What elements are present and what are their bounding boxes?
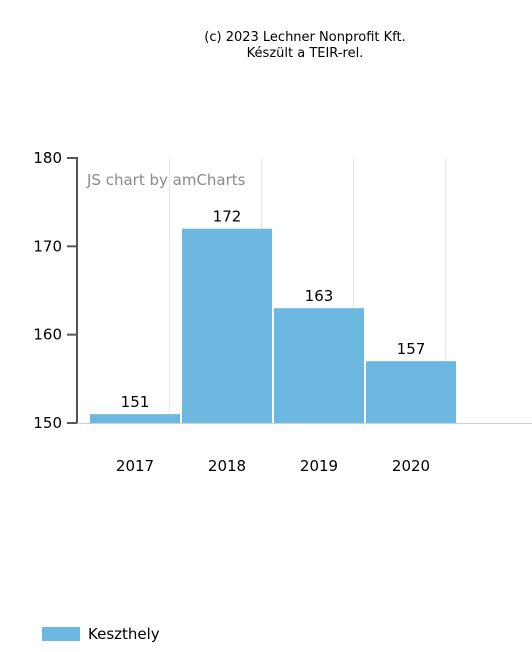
x-tick-label-2020: 2020: [392, 457, 430, 475]
copyright-credit: (c) 2023 Lechner Nonprofit Kft. Készült …: [0, 30, 532, 62]
y-tick-label-160: 160: [33, 326, 62, 344]
credit-line-1: (c) 2023 Lechner Nonprofit Kft.: [204, 30, 406, 45]
y-tick-label-170: 170: [33, 237, 62, 255]
x-axis-ticks: 2017 2018 2019 2020: [116, 457, 430, 475]
data-labels: 151 172 163 157: [121, 208, 426, 411]
bar-2020[interactable]: [366, 361, 456, 423]
bar-2017[interactable]: [90, 414, 180, 423]
legend-swatch: [42, 627, 80, 641]
legend[interactable]: Keszthely: [42, 623, 160, 645]
amcharts-watermark[interactable]: JS chart by amCharts: [86, 171, 246, 189]
y-tick-label-150: 150: [33, 414, 62, 432]
bars: [90, 228, 456, 423]
x-tick-label-2017: 2017: [116, 457, 154, 475]
x-tick-label-2019: 2019: [300, 457, 338, 475]
credit-line-2: Készült a TEIR-rel.: [246, 46, 364, 61]
y-axis: 150 160 170 180: [33, 149, 532, 432]
data-label-2020: 157: [397, 340, 426, 358]
x-tick-label-2018: 2018: [208, 457, 246, 475]
y-tick-label-180: 180: [33, 149, 62, 167]
data-label-2018: 172: [213, 208, 242, 226]
bar-2018[interactable]: [182, 228, 272, 423]
data-label-2019: 163: [305, 287, 334, 305]
legend-label: Keszthely: [88, 625, 160, 643]
bar-2019[interactable]: [274, 308, 364, 423]
data-label-2017: 151: [121, 393, 150, 411]
